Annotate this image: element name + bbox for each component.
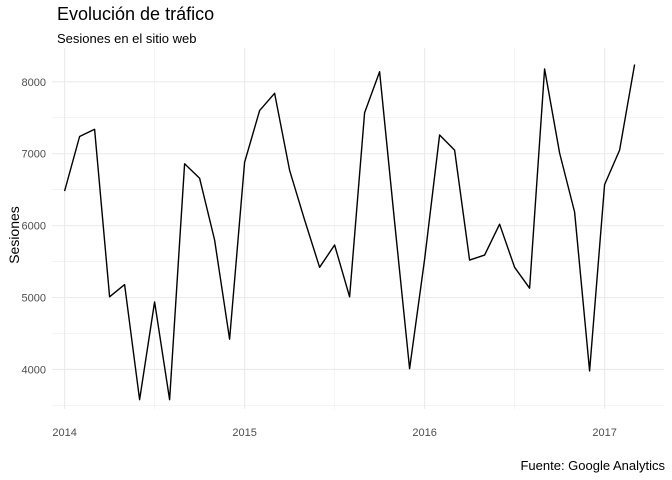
chart-caption: Fuente: Google Analytics xyxy=(520,458,665,473)
y-tick-label: 6000 xyxy=(22,221,46,233)
y-tick-label: 5000 xyxy=(22,293,46,305)
chart-title: Evolución de tráfico xyxy=(57,4,215,24)
sessions-series-line xyxy=(63,64,636,401)
y-tick-label: 8000 xyxy=(22,77,46,89)
x-tick-label: 2015 xyxy=(232,427,256,439)
y-axis-tick-labels: 4000 5000 6000 7000 8000 xyxy=(22,77,46,377)
major-gridlines xyxy=(52,48,664,409)
y-axis-title: Sesiones xyxy=(6,206,22,264)
minor-gridlines xyxy=(52,48,664,409)
y-tick-label: 4000 xyxy=(22,364,46,376)
x-tick-label: 2016 xyxy=(412,427,436,439)
series-layer xyxy=(63,64,636,401)
chart-subtitle: Sesiones en el sitio web xyxy=(57,31,197,46)
x-tick-label: 2017 xyxy=(592,427,616,439)
x-tick-label: 2014 xyxy=(52,427,76,439)
y-tick-label: 7000 xyxy=(22,149,46,161)
x-axis-tick-labels: 2014 2015 2016 2017 xyxy=(52,427,616,439)
